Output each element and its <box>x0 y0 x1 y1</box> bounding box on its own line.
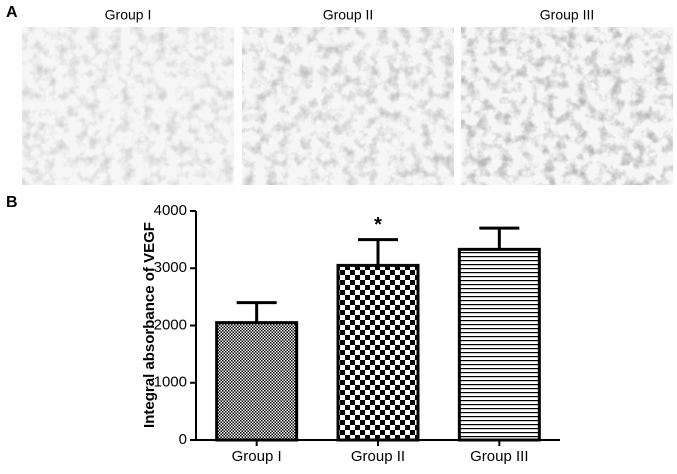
y-axis-title: Integral absorbance of VEGF <box>141 222 158 428</box>
image-label: Group II <box>323 7 374 23</box>
micrograph-texture <box>22 27 234 185</box>
y-tick-label: 4000 <box>154 202 187 219</box>
micrograph-texture <box>461 27 673 185</box>
y-tick-label: 1000 <box>154 374 187 391</box>
x-tick-label: Group III <box>470 448 528 465</box>
bar <box>215 321 299 442</box>
bar <box>457 247 541 442</box>
x-tick-label: Group I <box>232 448 282 465</box>
panel-label: B <box>6 194 18 211</box>
image-label: Group I <box>105 7 152 23</box>
x-tick-label: Group II <box>351 448 405 465</box>
y-tick-label: 0 <box>179 431 187 448</box>
y-tick-label: 2000 <box>154 316 187 333</box>
bar <box>336 263 420 442</box>
annotation: * <box>374 214 382 236</box>
micrograph-texture <box>242 27 454 185</box>
y-tick-label: 3000 <box>154 259 187 276</box>
image-label: Group III <box>540 7 594 23</box>
panel-label: A <box>6 4 18 21</box>
